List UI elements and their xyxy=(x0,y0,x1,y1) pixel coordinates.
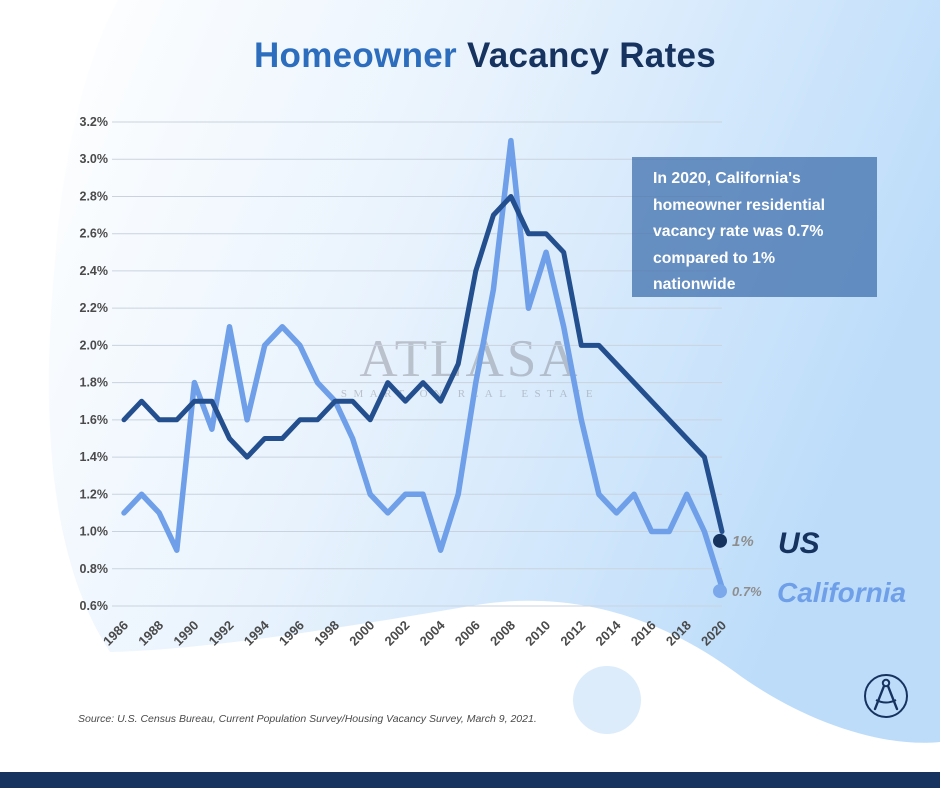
x-tick-label: 1994 xyxy=(241,617,273,649)
x-tick-label: 2006 xyxy=(452,618,483,649)
x-tick-label: 1998 xyxy=(311,618,342,649)
us-end-value: 1% xyxy=(732,533,754,550)
x-tick-label: 2018 xyxy=(663,618,694,649)
y-tick-label: 2.6% xyxy=(80,227,109,241)
x-tick-label: 2010 xyxy=(522,618,553,649)
callout-box: In 2020, California's homeowner resident… xyxy=(632,157,877,297)
california-line xyxy=(121,137,725,591)
x-tick-label: 1992 xyxy=(206,618,237,649)
y-tick-label: 0.6% xyxy=(80,599,109,613)
y-tick-label: 2.8% xyxy=(80,189,109,203)
y-tick-label: 1.8% xyxy=(80,376,109,390)
gridlines xyxy=(112,121,722,607)
y-tick-label: 0.8% xyxy=(80,562,109,576)
y-tick-label: 1.2% xyxy=(80,487,109,501)
series-lines xyxy=(121,137,725,591)
x-tick-label: 1990 xyxy=(170,618,201,649)
x-axis-ticks: 1986 1988 1990 1992 1994 1996 1998 2000 2002 2004… xyxy=(100,617,729,649)
y-tick-label: 2.2% xyxy=(80,301,109,315)
x-tick-label: 2004 xyxy=(417,617,449,649)
y-tick-label: 2.0% xyxy=(80,338,109,352)
y-axis-ticks: 0.6% 0.8% 1.0% 1.2% 1.4% 1.6% 1.8% 2.0% 2.2% 2.4%… xyxy=(80,115,109,613)
x-tick-label: 2000 xyxy=(346,618,377,649)
y-tick-label: 1.4% xyxy=(80,450,109,464)
y-tick-label: 2.4% xyxy=(80,264,109,278)
atlasa-compass-logo-icon xyxy=(864,674,908,718)
california-end-dot xyxy=(713,584,727,599)
us-line xyxy=(121,194,725,534)
x-tick-label: 2014 xyxy=(593,617,625,649)
vacancy-rate-chart: 0.6% 0.8% 1.0% 1.2% 1.4% 1.6% 1.8% 2.0% 2.2% 2.4%… xyxy=(80,115,907,649)
chart-title: Homeowner Vacancy Rates xyxy=(0,36,940,76)
x-tick-label: 2016 xyxy=(628,618,659,649)
x-tick-label: 2020 xyxy=(698,618,729,649)
y-tick-label: 3.0% xyxy=(80,152,109,166)
source-note: Source: U.S. Census Bureau, Current Popu… xyxy=(78,713,537,725)
y-tick-label: 1.0% xyxy=(80,525,109,539)
title-part-homeowner: Homeowner xyxy=(253,36,457,75)
x-tick-label: 2008 xyxy=(487,618,518,649)
us-series-label: US xyxy=(778,527,820,560)
x-tick-label: 1988 xyxy=(135,618,166,649)
y-tick-label: 1.6% xyxy=(80,413,109,427)
series-end-labels: 0.7% California 1% US xyxy=(713,527,906,608)
california-series-label: California xyxy=(777,577,906,608)
x-tick-label: 1986 xyxy=(100,618,131,649)
y-tick-label: 3.2% xyxy=(80,115,109,129)
title-part-vacancy-rates: Vacancy Rates xyxy=(466,36,717,75)
x-tick-label: 2002 xyxy=(381,618,412,649)
us-end-dot xyxy=(713,533,727,548)
x-tick-label: 2012 xyxy=(557,618,588,649)
footer-bar xyxy=(0,772,940,788)
california-end-value: 0.7% xyxy=(732,584,762,599)
x-tick-label: 1996 xyxy=(276,618,307,649)
